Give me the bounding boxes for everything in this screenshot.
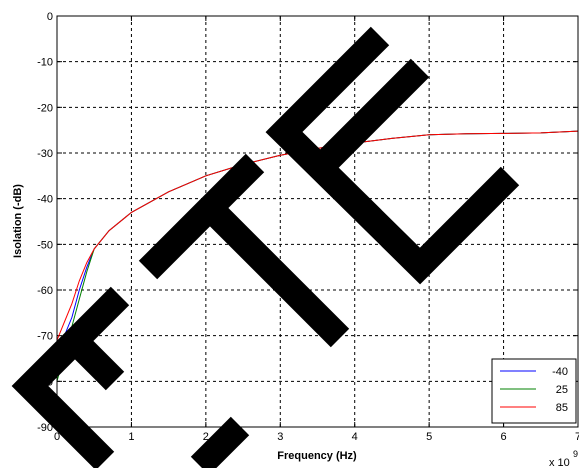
legend-box: [491, 358, 577, 424]
x-tick-label: 3: [277, 431, 283, 443]
x-axis-label: Frequency (Hz): [277, 450, 357, 462]
x-tick-label: 0: [54, 431, 60, 443]
x-tick-label: 6: [501, 431, 507, 443]
y-axis-label: Isolation (-dB): [12, 184, 24, 258]
watermark-letters-ete: [11, 26, 520, 468]
y-tick-label: -20: [37, 102, 53, 114]
x-exponent-power: 9: [573, 449, 578, 459]
y-tick-label: -50: [37, 239, 53, 251]
x-tick-label: 4: [352, 431, 358, 443]
x-exponent-label: x 10 9: [549, 449, 578, 468]
y-tick-label: -90: [37, 422, 53, 434]
series-line-85: [56, 130, 579, 341]
legend: -40 25 85: [491, 358, 577, 424]
legend-label--40: -40: [552, 366, 568, 378]
watermark-e-bottom-left: [11, 286, 130, 468]
x-tick-label: 2: [203, 431, 209, 443]
x-tick-label: 5: [426, 431, 432, 443]
x-tick-label: 1: [128, 431, 134, 443]
watermark-e-bottom-right: [190, 416, 250, 468]
y-tick-label: -70: [37, 331, 53, 343]
x-tick-label: 7: [575, 431, 579, 443]
watermark-t: [138, 153, 350, 348]
x-tick-labels: 0 1 2 3 4 5 6 7: [54, 431, 579, 443]
legend-label-25: 25: [556, 384, 568, 396]
x-exponent-base: x 10: [549, 457, 570, 468]
legend-label-85: 85: [556, 402, 568, 414]
y-tick-label: -60: [37, 285, 53, 297]
y-tick-label: -40: [37, 194, 53, 206]
watermark-e-upper: [265, 26, 520, 285]
y-tick-label: 0: [47, 11, 53, 23]
y-tick-label: -10: [37, 57, 53, 69]
plot-frame: [56, 15, 579, 428]
series-lines: [56, 130, 579, 382]
y-tick-label: -30: [37, 148, 53, 160]
